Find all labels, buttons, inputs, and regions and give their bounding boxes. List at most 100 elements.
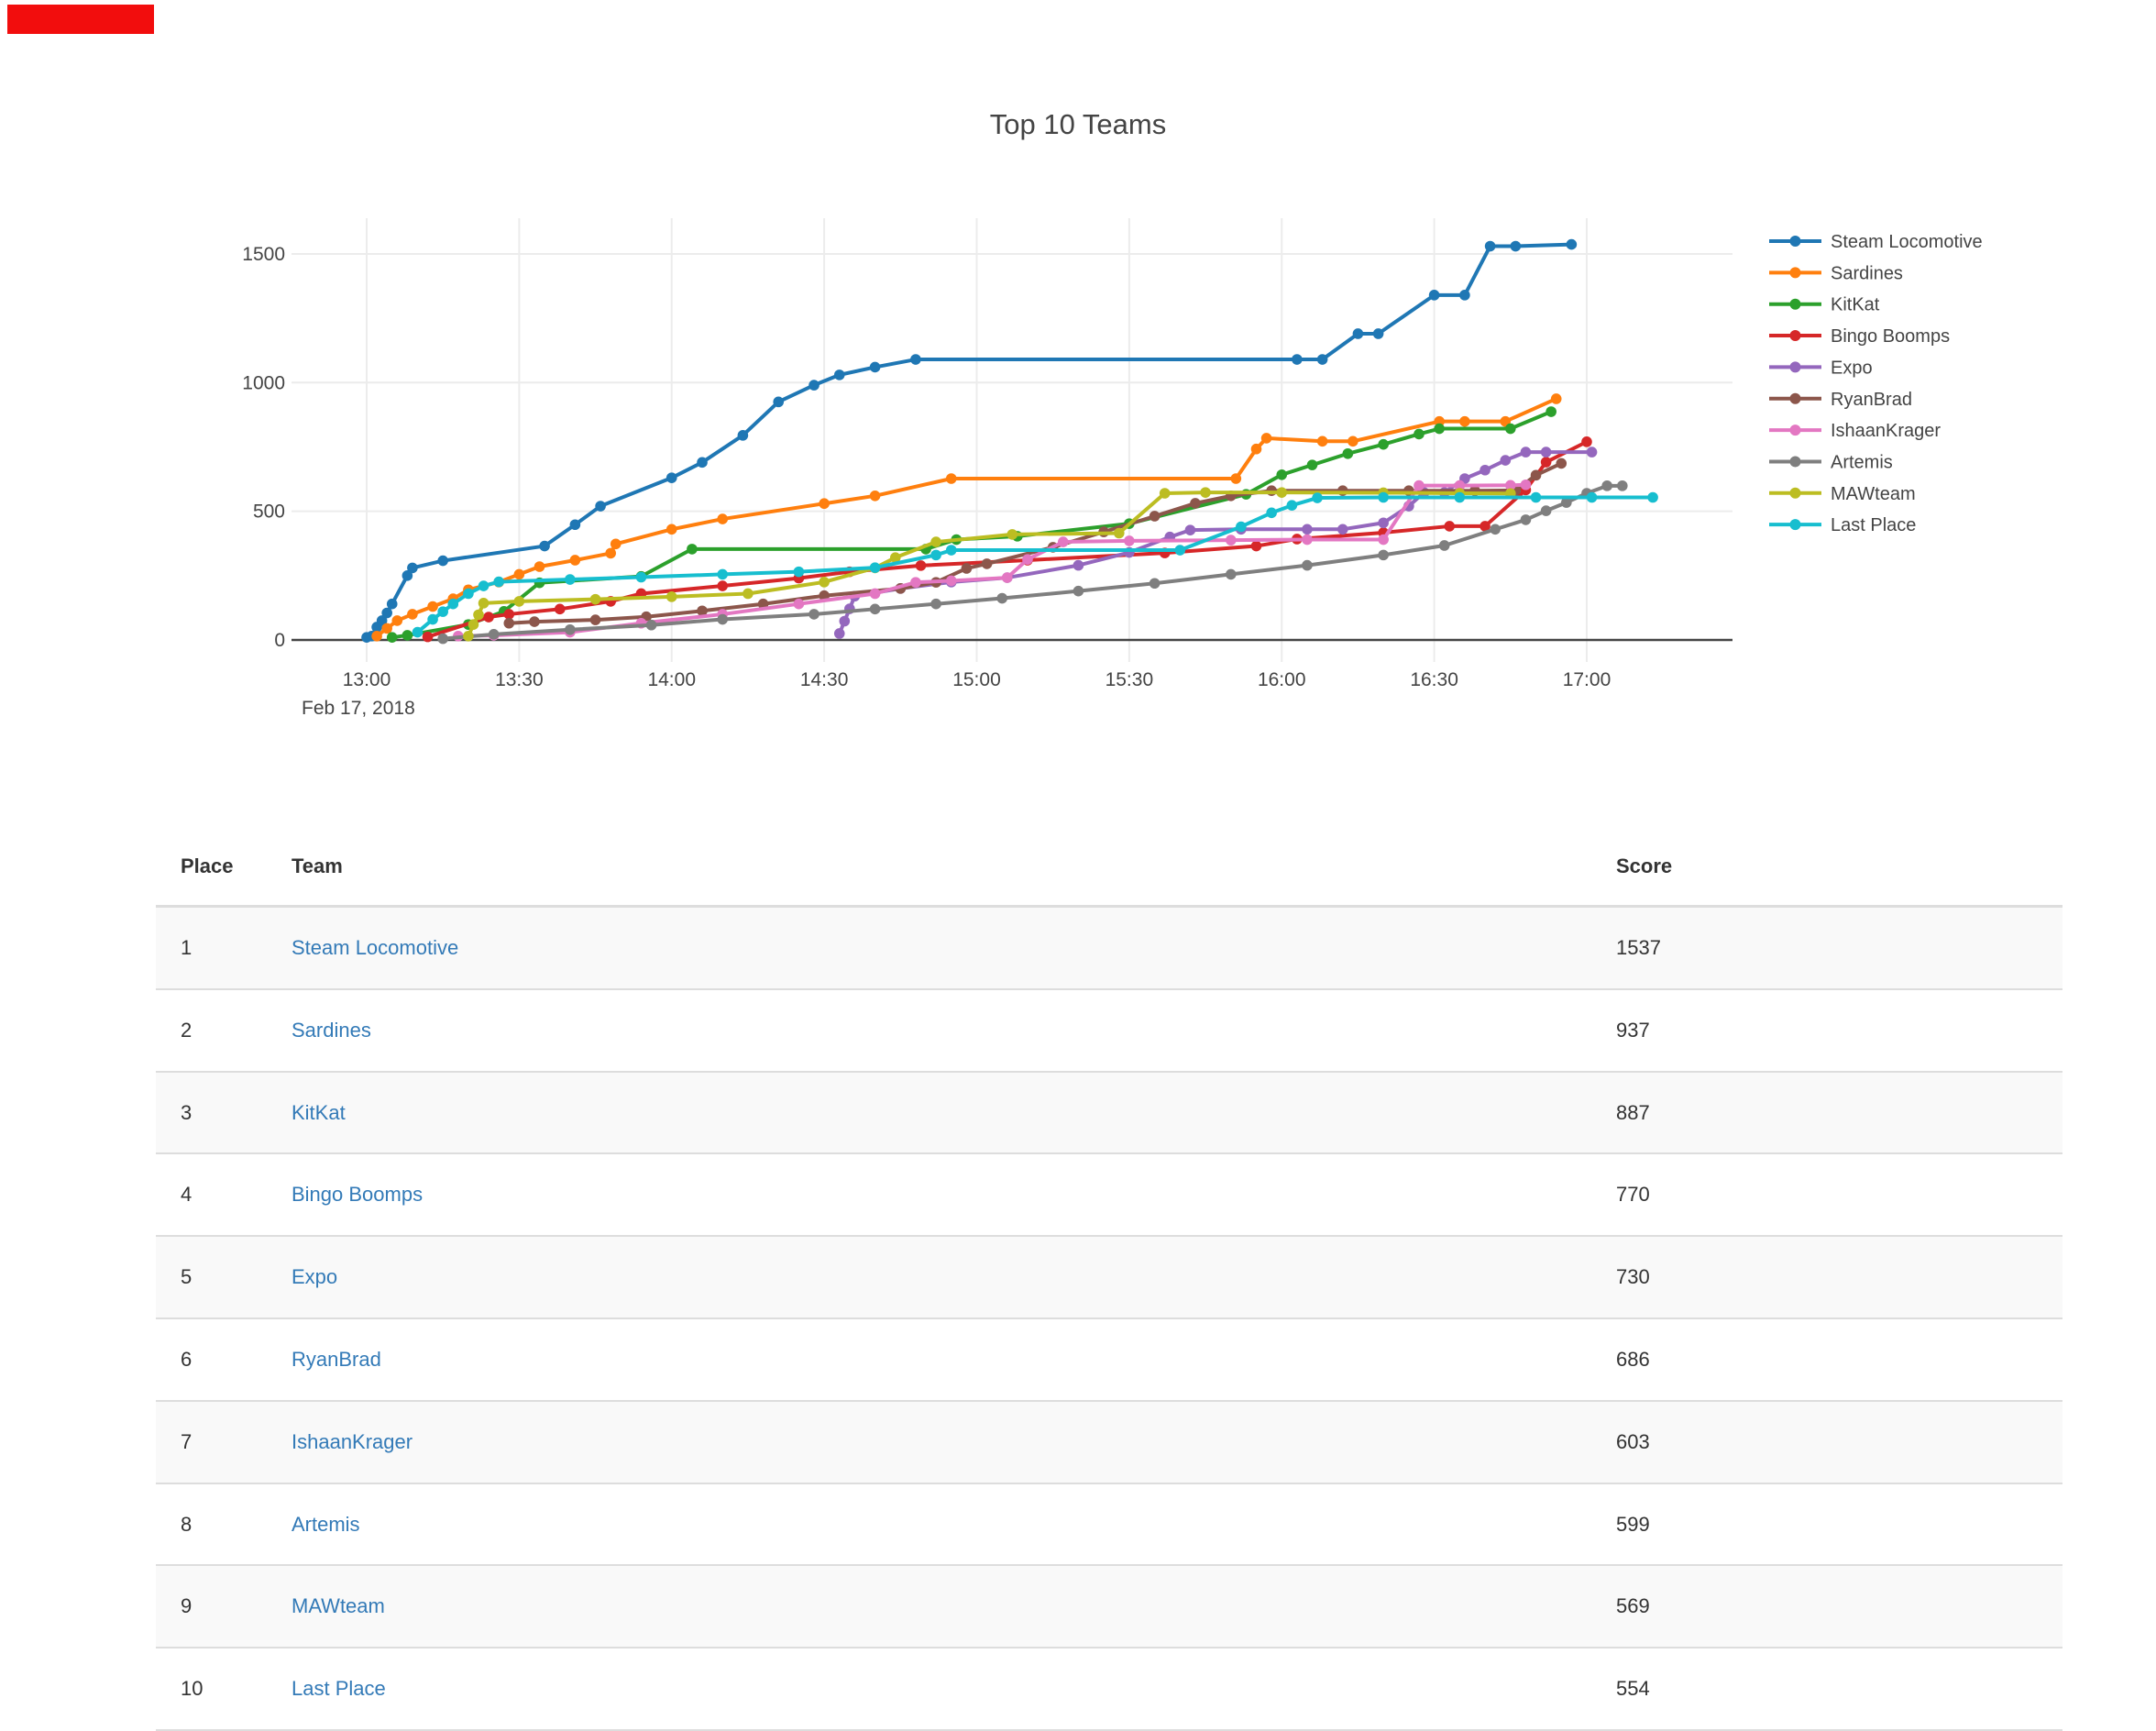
team-link[interactable]: RyanBrad	[292, 1347, 381, 1371]
data-point	[945, 575, 957, 587]
x-tick-label: 13:00	[343, 669, 391, 690]
data-point	[1113, 527, 1125, 539]
data-point	[412, 626, 424, 638]
data-point	[503, 617, 515, 629]
data-point	[1302, 524, 1313, 535]
legend-marker-swatch	[1789, 424, 1801, 436]
legend-item-ishaankrager[interactable]: IshaanKrager	[1769, 421, 1941, 441]
data-point	[1200, 487, 1211, 498]
legend-item-last-place[interactable]: Last Place	[1769, 515, 1916, 535]
legend-item-mawteam[interactable]: MAWteam	[1769, 484, 1916, 504]
legend-item-sardines[interactable]: Sardines	[1769, 263, 1903, 283]
data-point	[915, 560, 927, 571]
data-point	[595, 501, 606, 512]
team-link[interactable]: Last Place	[292, 1677, 386, 1701]
data-point	[1428, 290, 1440, 301]
data-point	[1586, 447, 1598, 458]
data-point	[645, 619, 657, 631]
data-point	[1540, 505, 1552, 516]
data-point	[437, 606, 448, 617]
x-tick-label: 17:00	[1563, 669, 1612, 690]
data-point	[1454, 491, 1466, 503]
data-point	[773, 396, 785, 408]
data-point	[1230, 473, 1242, 484]
data-point	[910, 354, 921, 365]
data-point	[819, 498, 830, 510]
legend-label: Bingo Boomps	[1831, 326, 1950, 347]
table-row: 8 Artemis 599	[156, 1482, 2062, 1565]
top-10-teams-chart: 13:00 13:30 14:00 14:30 15:00 15:30 16:00 16:30…	[242, 218, 1983, 719]
data-point	[889, 552, 901, 563]
data-point	[737, 430, 749, 441]
data-point	[605, 547, 616, 559]
data-point	[1124, 535, 1135, 546]
data-point	[1022, 554, 1033, 565]
team-link[interactable]: Expo	[292, 1265, 338, 1289]
data-point	[539, 540, 550, 552]
data-point	[808, 609, 820, 620]
data-point	[1286, 500, 1298, 511]
score-cell: 569	[1616, 1594, 1650, 1618]
data-point	[554, 603, 566, 615]
y-tick-label: 500	[253, 502, 285, 523]
data-point	[945, 473, 957, 484]
data-point	[437, 633, 448, 645]
table-body: 1 Steam Locomotive 1537 2 Sardines 937 3 KitKat…	[156, 908, 2062, 1729]
data-point	[1316, 436, 1328, 447]
team-link[interactable]: Artemis	[292, 1512, 360, 1536]
legend-marker-swatch	[1789, 236, 1801, 247]
team-link[interactable]: MAWteam	[292, 1594, 385, 1618]
series-line-mawteam	[467, 491, 1511, 637]
data-point	[371, 630, 382, 642]
place-cell: 8	[181, 1512, 192, 1536]
team-link[interactable]: Steam Locomotive	[292, 936, 459, 959]
x-tick-label: 16:00	[1258, 669, 1306, 690]
x-tick-label: 14:30	[800, 669, 849, 690]
legend-label: IshaanKrager	[1831, 421, 1941, 441]
table-row: 4 Bingo Boomps 770	[156, 1152, 2062, 1235]
data-point	[996, 592, 1008, 604]
data-point	[1520, 479, 1532, 491]
legend-label: Expo	[1831, 358, 1873, 378]
score-cell: 937	[1616, 1018, 1650, 1042]
team-link[interactable]: KitKat	[292, 1100, 346, 1124]
legend-item-steam-locomotive[interactable]: Steam Locomotive	[1769, 232, 1983, 252]
data-point	[717, 613, 729, 625]
data-point	[488, 629, 500, 640]
data-point	[589, 593, 601, 605]
series-line-last-place	[416, 495, 1654, 634]
data-point	[1505, 423, 1516, 435]
team-link[interactable]: IshaanKrager	[292, 1429, 413, 1453]
legend-item-bingo-boomps[interactable]: Bingo Boomps	[1769, 326, 1950, 347]
data-point	[468, 619, 479, 630]
data-point	[819, 577, 830, 588]
data-point	[478, 580, 490, 591]
team-link[interactable]: Bingo Boomps	[292, 1183, 424, 1207]
data-point	[687, 544, 698, 555]
data-point	[833, 628, 845, 639]
data-point	[1566, 238, 1578, 250]
data-point	[1072, 559, 1084, 571]
y-tick-label: 1500	[242, 244, 285, 265]
team-link[interactable]: Sardines	[292, 1018, 371, 1042]
table-row: 2 Sardines 937	[156, 987, 2062, 1071]
legend-item-kitkat[interactable]: KitKat	[1769, 295, 1880, 315]
score-cell: 554	[1616, 1677, 1650, 1701]
data-point	[478, 598, 490, 609]
data-point	[534, 561, 545, 572]
data-point	[1159, 488, 1171, 499]
data-point	[1302, 559, 1313, 571]
series-bingo-boomps	[422, 436, 1592, 643]
data-point	[981, 558, 993, 569]
legend-label: Last Place	[1831, 515, 1916, 535]
legend-item-artemis[interactable]: Artemis	[1769, 452, 1893, 472]
data-point	[569, 555, 581, 566]
data-point	[1414, 480, 1424, 491]
data-point	[1378, 549, 1389, 561]
legend-item-ryanbrad[interactable]: RyanBrad	[1769, 390, 1912, 410]
series-last-place	[412, 491, 1658, 638]
data-point	[666, 591, 677, 602]
data-point	[808, 380, 820, 391]
data-point	[427, 613, 438, 625]
legend-item-expo[interactable]: Expo	[1769, 358, 1873, 378]
